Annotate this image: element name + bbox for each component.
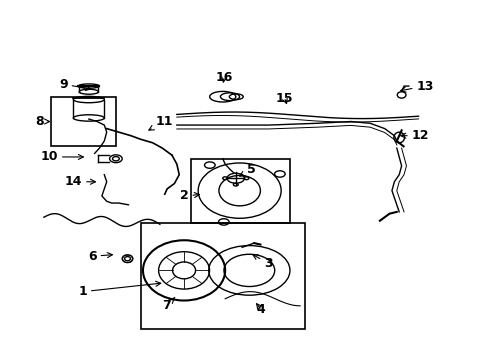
- Text: 7: 7: [162, 297, 174, 312]
- Bar: [51, 97, 116, 146]
- Bar: [191, 159, 290, 222]
- Text: 1: 1: [79, 281, 161, 298]
- Text: 4: 4: [256, 303, 265, 316]
- Text: 12: 12: [400, 129, 428, 142]
- Text: 3: 3: [252, 255, 272, 270]
- Text: 10: 10: [41, 150, 83, 163]
- Text: 9: 9: [60, 78, 90, 91]
- Bar: [140, 222, 305, 329]
- Text: 15: 15: [275, 92, 293, 105]
- Text: 6: 6: [88, 250, 112, 263]
- Text: 16: 16: [215, 71, 232, 84]
- Text: 8: 8: [35, 115, 49, 128]
- Text: 13: 13: [400, 80, 432, 93]
- Text: 5: 5: [239, 163, 255, 176]
- Text: 11: 11: [148, 115, 172, 130]
- Text: 14: 14: [65, 175, 95, 188]
- Text: 2: 2: [180, 189, 199, 202]
